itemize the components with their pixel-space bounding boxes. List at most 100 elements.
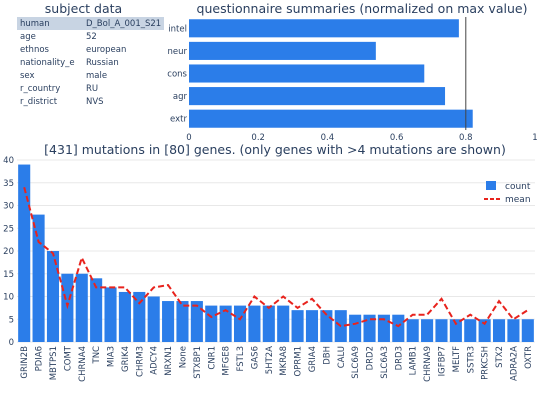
mutations-x-tick-label: OPRM1 bbox=[294, 346, 304, 376]
mutations-bar-IGFBP7 bbox=[435, 319, 448, 342]
questionnaire-x-tick-label: 0.2 bbox=[251, 133, 265, 142]
mutations-bar-MIA3 bbox=[104, 287, 117, 342]
mutations-bar-GRIN2B bbox=[18, 164, 31, 342]
mutations-x-tick-label: MBTPS1 bbox=[49, 346, 59, 380]
mutations-bar-FSTL3 bbox=[233, 305, 247, 342]
mutations-bar-CHRNA4 bbox=[75, 273, 88, 342]
mutations-legend: count mean bbox=[484, 181, 531, 205]
mutations-x-tick-label: GRIK4 bbox=[121, 346, 131, 372]
mutations-chart-title: [431] mutations in [80] genes. (only gen… bbox=[44, 142, 506, 157]
mutations-x-tick-label: FSTL3 bbox=[236, 346, 246, 371]
questionnaire-category-label: neur bbox=[168, 47, 188, 57]
subject-row-value: european bbox=[83, 43, 165, 56]
mutations-x-tick-label: IGFBP7 bbox=[437, 346, 447, 376]
legend-mean-label: mean bbox=[505, 195, 531, 205]
mutations-bar-STX2 bbox=[492, 319, 506, 342]
questionnaire-bar-cons bbox=[189, 64, 425, 83]
mutations-x-tick-label: DBH bbox=[322, 346, 332, 365]
mutations-bar-PRKCSH bbox=[478, 319, 491, 342]
subject-header-value: D_Bol_A_001_S21 bbox=[83, 17, 165, 30]
mutations-y-tick-label: 35 bbox=[3, 179, 14, 189]
mutations-x-tick-label: COMT bbox=[63, 345, 73, 371]
mutations-bar-OXTR bbox=[521, 319, 534, 342]
subject-row-value: 52 bbox=[83, 30, 165, 43]
mutations-x-tick-label: TNC bbox=[92, 346, 102, 365]
mutations-bar-TNC bbox=[90, 278, 103, 342]
mutations-y-tick-label: 15 bbox=[3, 270, 14, 280]
mutations-mean-line bbox=[23, 187, 529, 328]
mutations-x-tick-label: MIA3 bbox=[107, 346, 117, 367]
mutations-x-tick-label: MKRA8 bbox=[279, 346, 289, 376]
questionnaire-bar-intel bbox=[189, 19, 459, 38]
questionnaire-category-label: intel bbox=[168, 24, 187, 34]
mutations-bar-MBTPS1 bbox=[46, 251, 60, 342]
subject-row: ethnos european bbox=[17, 43, 165, 56]
mutations-y-tick-label: 40 bbox=[3, 156, 14, 166]
questionnaire-category-label: agr bbox=[173, 92, 188, 102]
mutations-x-tick-label: DRD3 bbox=[394, 346, 404, 370]
subject-row-key: ethnos bbox=[17, 43, 83, 56]
mutations-bar-PDIA6 bbox=[32, 214, 45, 342]
mutations-bar-None bbox=[176, 301, 189, 342]
mutations-y-tick-label: 20 bbox=[3, 247, 14, 257]
mutations-x-tick-label: GRIN2B bbox=[20, 346, 30, 379]
mutations-x-tick-label: DRD2 bbox=[366, 346, 376, 370]
mutations-bar-GRIA4 bbox=[305, 310, 319, 342]
mutations-x-tick-label: ADCY4 bbox=[150, 346, 160, 375]
mutations-bar-OPRM1 bbox=[291, 310, 304, 342]
mutations-bar-CNR1 bbox=[205, 305, 218, 342]
subject-row-key: sex bbox=[17, 69, 83, 82]
subject-row: r_country RU bbox=[17, 82, 165, 95]
subject-header-key: human bbox=[17, 17, 83, 30]
mutations-bar-DRD2 bbox=[363, 314, 376, 342]
mutations-bar-SLC6A3 bbox=[377, 314, 390, 342]
mutations-x-tick-label: None bbox=[178, 346, 188, 368]
questionnaire-x-tick-label: 0.8 bbox=[459, 133, 473, 142]
mutations-x-tick-label: GRIA4 bbox=[308, 346, 318, 372]
legend-count-swatch bbox=[486, 181, 496, 190]
mutations-bar-SLC6A9 bbox=[349, 314, 362, 342]
mutations-bar-MELTF bbox=[449, 319, 462, 342]
questionnaire-bar-neur bbox=[189, 41, 376, 60]
subject-table-header: human D_Bol_A_001_S21 bbox=[17, 17, 165, 30]
mutations-y-tick-label: 25 bbox=[3, 224, 14, 234]
mutations-x-tick-label: ADRA2A bbox=[509, 346, 519, 381]
subject-data-title: subject data bbox=[44, 1, 123, 16]
questionnaire-x-tick-label: 0.6 bbox=[390, 133, 404, 142]
mutations-x-tick-label: NRXN1 bbox=[164, 346, 174, 376]
mutations-x-tick-label: STXBP1 bbox=[193, 346, 203, 379]
questionnaire-bar-extr bbox=[189, 109, 473, 128]
mutations-x-tick-label: CALU bbox=[337, 346, 347, 368]
mutations-x-tick-label: MFGE8 bbox=[222, 346, 232, 376]
mutations-bar-CHRM3 bbox=[133, 291, 146, 342]
mutations-bar-MKRA8 bbox=[277, 305, 290, 342]
mutations-x-tick-label: SLC6A9 bbox=[351, 346, 361, 379]
questionnaire-chart: 0 0.2 0.4 0.6 0.8 1 intel neur cons agr extr bbox=[167, 17, 538, 142]
mutations-x-tick-label: CHRNA9 bbox=[423, 346, 433, 382]
subject-row: age 52 bbox=[17, 30, 165, 43]
mutations-bar-ADRA2A bbox=[507, 319, 520, 342]
mutations-bar-DRD3 bbox=[392, 314, 405, 342]
mutations-x-tick-label: PRKCSH bbox=[481, 346, 491, 380]
mutations-x-tick-label: PDIA6 bbox=[35, 346, 45, 371]
mutations-y-tick-label: 30 bbox=[3, 202, 14, 212]
questionnaire-category-label: cons bbox=[167, 70, 187, 80]
mutations-x-tick-label: SSTR3 bbox=[466, 346, 476, 373]
subject-row: r_district NVS bbox=[17, 95, 165, 108]
mutations-y-tick-label: 10 bbox=[3, 293, 14, 303]
questionnaire-bar-agr bbox=[189, 87, 446, 106]
mutations-bar-GRIK4 bbox=[118, 291, 131, 342]
subject-row-value: Russian bbox=[83, 56, 165, 69]
mutations-bar-CHRNA9 bbox=[421, 319, 434, 342]
mutations-bar-SSTR3 bbox=[464, 319, 477, 342]
mutations-x-tick-label: LAMB1 bbox=[409, 346, 419, 375]
subject-row: nationality_e Russian bbox=[17, 56, 165, 69]
mutations-x-tick-label: 5HT2A bbox=[265, 346, 275, 374]
mutations-bar-GAS6 bbox=[248, 305, 261, 342]
questionnaire-x-tick-label: 1 bbox=[532, 133, 537, 142]
mutations-x-tick-label: SLC6A3 bbox=[380, 346, 390, 379]
questionnaire-category-label: extr bbox=[170, 115, 187, 125]
mutations-y-tick-label: 5 bbox=[9, 315, 14, 325]
mutations-x-tick-label: CHRNA4 bbox=[78, 346, 88, 382]
